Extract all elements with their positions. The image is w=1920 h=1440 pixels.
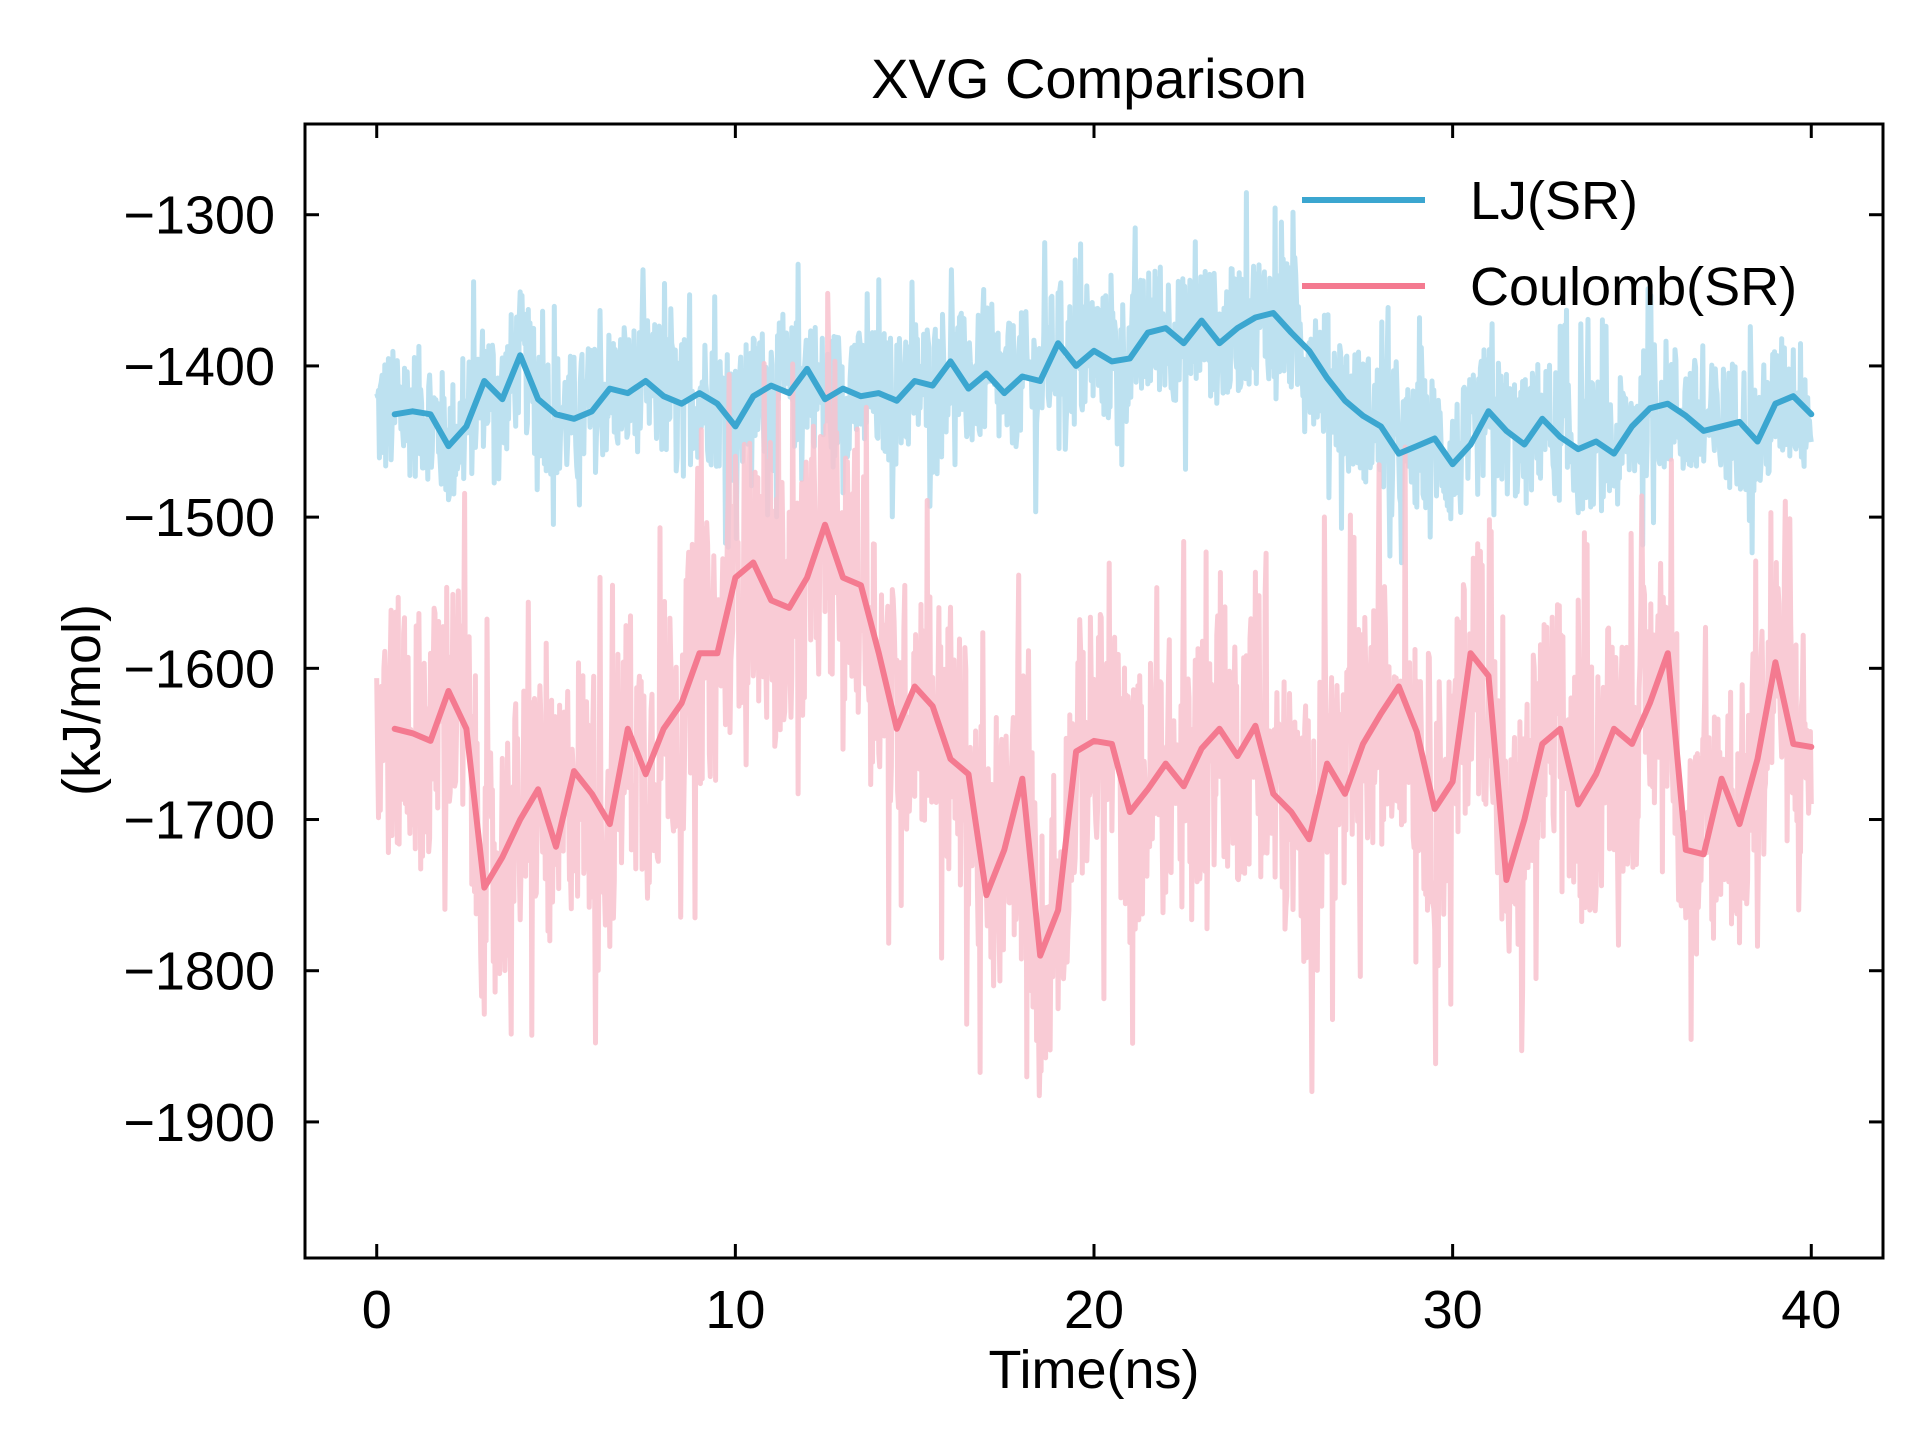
x-tick-label: 10 xyxy=(705,1280,765,1340)
legend-label: Coulomb(SR) xyxy=(1470,257,1797,317)
legend-label: LJ(SR) xyxy=(1470,171,1638,231)
y-axis-label: (kJ/mol) xyxy=(52,604,112,796)
y-tick-label: −1800 xyxy=(123,942,275,1002)
chart-title: XVG Comparison xyxy=(871,47,1307,110)
y-tick-label: −1600 xyxy=(123,639,275,699)
series-line-0 xyxy=(391,310,1815,468)
y-tick-label: −1700 xyxy=(123,791,275,851)
series-line-1 xyxy=(391,521,1815,959)
axis-ticks: 0 10 20 30 40 −1300 −1400 −1500 −1600 −1700 −1800 −… xyxy=(123,124,1883,1340)
plot-frame xyxy=(303,122,1885,1260)
y-tick-label: −1400 xyxy=(123,337,275,397)
raw-traces xyxy=(374,190,1814,1099)
raw-trace-0 xyxy=(374,190,1814,566)
y-tick-label: −1500 xyxy=(123,488,275,548)
smoothed-lines xyxy=(391,310,1815,959)
x-axis-label: Time(ns) xyxy=(989,1340,1200,1400)
y-tick-label: −1300 xyxy=(123,186,275,246)
x-tick-label: 20 xyxy=(1064,1280,1124,1340)
legend: LJ(SR) Coulomb(SR) xyxy=(1302,171,1797,317)
y-tick-label: −1900 xyxy=(123,1093,275,1153)
x-tick-label: 0 xyxy=(362,1280,392,1340)
x-tick-label: 40 xyxy=(1781,1280,1841,1340)
x-tick-label: 30 xyxy=(1423,1280,1483,1340)
